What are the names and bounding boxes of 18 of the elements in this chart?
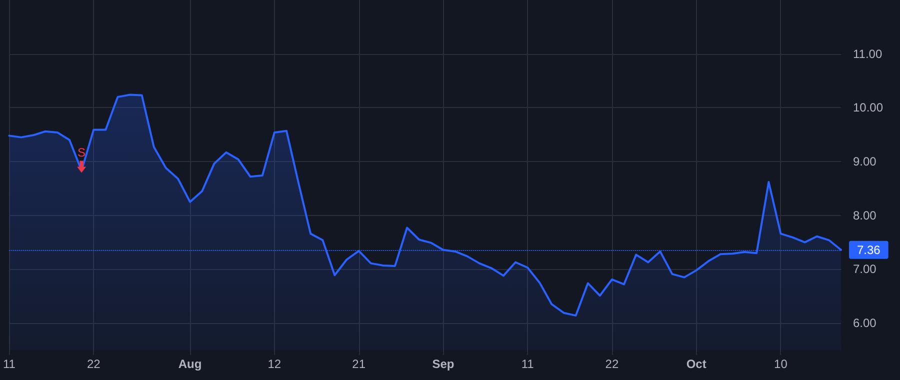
y-tick-label: 11.00 — [853, 46, 882, 61]
x-tick-label: 21 — [352, 357, 366, 371]
x-tick-label: Oct — [686, 357, 706, 371]
y-tick-label: 10.00 — [853, 100, 884, 115]
x-tick-label: 12 — [268, 357, 282, 371]
y-tick-label: 9.00 — [853, 154, 877, 169]
annotation: S — [78, 146, 86, 160]
x-tick-label: Sep — [432, 357, 454, 371]
x-tick-label: Aug — [178, 357, 202, 371]
y-tick-label: 8.00 — [853, 208, 877, 222]
x-tick-label: 11 — [521, 357, 534, 371]
x-tick-label: 22 — [605, 357, 619, 371]
ref-line-label: 7.36 — [857, 242, 881, 257]
x-tick-label: 10 — [774, 357, 788, 371]
x-tick-label: 11 — [2, 357, 16, 371]
x-tick-label: 22 — [86, 357, 101, 371]
y-tick-label: 6.00 — [853, 316, 877, 330]
y-tick-label: 7.00 — [853, 262, 877, 276]
